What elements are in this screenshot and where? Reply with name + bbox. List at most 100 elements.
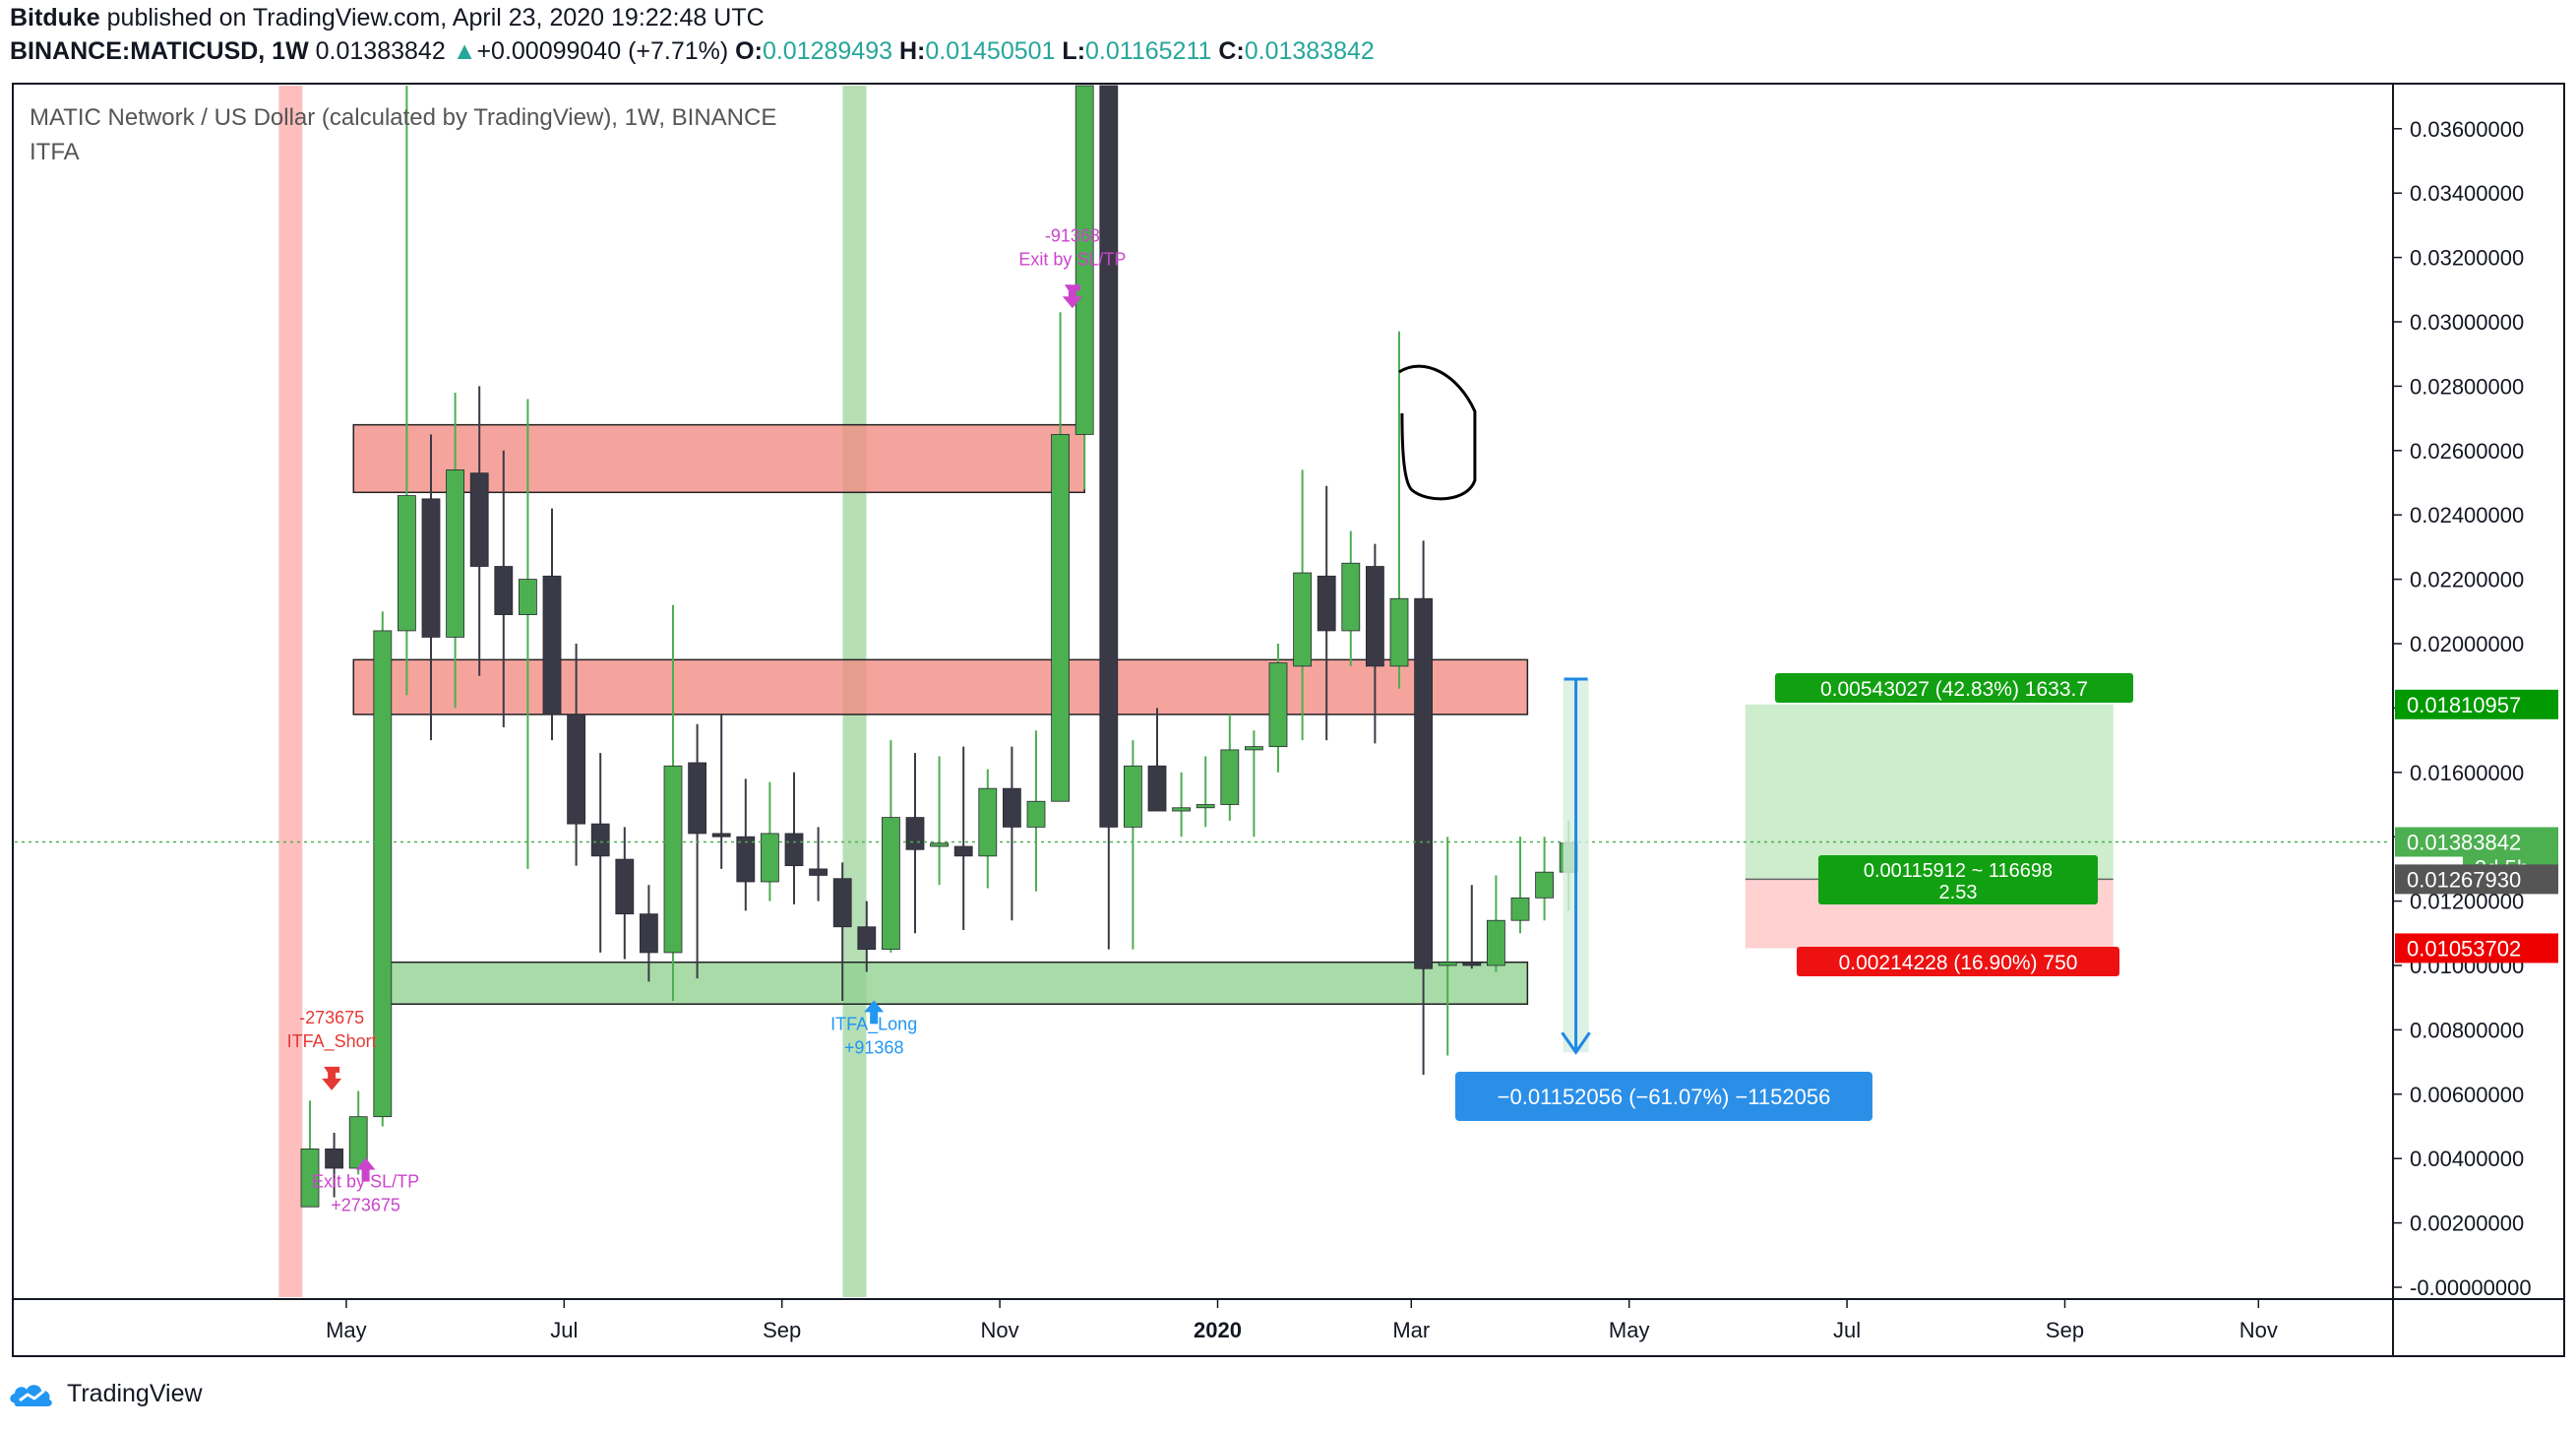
candle[interactable] bbox=[397, 86, 416, 696]
y-tick-label: -0.00000000 bbox=[2410, 1275, 2532, 1300]
candle[interactable] bbox=[663, 604, 683, 1001]
price-tag-label: 0.01267930 bbox=[2407, 867, 2521, 892]
candle[interactable] bbox=[615, 827, 635, 960]
candle[interactable] bbox=[1220, 714, 1240, 821]
candle-body bbox=[1317, 575, 1336, 632]
price-tag-label: 0.01810957 bbox=[2407, 693, 2521, 717]
candle-body bbox=[1220, 749, 1240, 805]
candle[interactable] bbox=[542, 508, 562, 741]
candle[interactable] bbox=[761, 781, 779, 901]
candle[interactable] bbox=[1341, 530, 1361, 666]
measure-label-box[interactable] bbox=[1455, 1072, 1872, 1121]
y-tick-label: 0.03600000 bbox=[2410, 117, 2524, 142]
candle[interactable] bbox=[421, 434, 441, 741]
signal-arrow-up-icon bbox=[355, 1157, 376, 1182]
candle[interactable] bbox=[1366, 543, 1384, 744]
candle[interactable] bbox=[930, 756, 949, 886]
candle[interactable] bbox=[1245, 730, 1263, 838]
candle[interactable] bbox=[1124, 740, 1142, 950]
candle[interactable] bbox=[1268, 644, 1288, 773]
candle[interactable] bbox=[1389, 331, 1409, 689]
candle[interactable] bbox=[640, 885, 658, 982]
candle[interactable] bbox=[1172, 772, 1191, 838]
position-info-line2: 2.53 bbox=[1939, 882, 1978, 903]
drawn-circle-annotation[interactable] bbox=[1398, 364, 1477, 501]
candle-body bbox=[1099, 85, 1119, 828]
tradingview-brand: TradingView bbox=[67, 1379, 203, 1407]
price-tag bbox=[2395, 933, 2558, 963]
candle[interactable] bbox=[905, 753, 925, 934]
candle[interactable] bbox=[1462, 885, 1482, 969]
candle-body bbox=[1535, 871, 1554, 899]
candle[interactable] bbox=[809, 827, 828, 901]
close-label: C: bbox=[1218, 37, 1245, 65]
candle[interactable] bbox=[832, 862, 852, 1001]
candle-body bbox=[1268, 662, 1288, 748]
candle[interactable] bbox=[1003, 746, 1021, 921]
y-tick-label: 0.00200000 bbox=[2410, 1212, 2524, 1236]
price-tag bbox=[2395, 864, 2558, 895]
candle[interactable] bbox=[882, 740, 900, 953]
candle-body bbox=[953, 845, 973, 857]
price-tag-label: 0.01383842 bbox=[2407, 830, 2521, 854]
candle[interactable] bbox=[1317, 485, 1336, 741]
red-resistance-zone-lower[interactable] bbox=[352, 658, 1529, 715]
x-tick-label: Sep bbox=[763, 1318, 801, 1342]
candle-body bbox=[1074, 85, 1094, 435]
publisher-rest: published on TradingView.com, April 23, … bbox=[99, 4, 765, 31]
signal-arrow-up-icon bbox=[864, 1000, 885, 1025]
candle[interactable] bbox=[325, 1133, 344, 1198]
candle[interactable] bbox=[469, 386, 489, 676]
candle[interactable] bbox=[446, 392, 465, 709]
target-label-box bbox=[1775, 673, 2133, 703]
candle-body bbox=[421, 498, 441, 638]
candle[interactable] bbox=[978, 769, 998, 889]
candle[interactable] bbox=[567, 644, 585, 866]
candle[interactable] bbox=[1535, 837, 1554, 921]
position-profit-area[interactable] bbox=[1745, 704, 2114, 880]
candle-body bbox=[761, 833, 779, 883]
candle[interactable] bbox=[1026, 730, 1046, 892]
candle[interactable] bbox=[688, 723, 706, 979]
candle[interactable] bbox=[1510, 837, 1530, 934]
itfa-short-label[interactable]: -273675 ITFA_Short bbox=[287, 1008, 377, 1090]
candle[interactable] bbox=[373, 611, 393, 1127]
candle[interactable] bbox=[1293, 469, 1312, 741]
candle[interactable] bbox=[348, 1090, 368, 1175]
itfa-long-label[interactable]: ITFA_Long +91368 bbox=[830, 1000, 917, 1057]
candle-body bbox=[784, 833, 804, 867]
candle[interactable] bbox=[1438, 837, 1457, 1056]
candle-body bbox=[1487, 919, 1505, 966]
green-support-zone[interactable] bbox=[389, 961, 1529, 1005]
candle[interactable] bbox=[953, 746, 973, 931]
candle[interactable] bbox=[711, 714, 731, 869]
candle[interactable] bbox=[736, 778, 756, 911]
measure-label: −0.01152056 (−61.07%) −1152056 bbox=[1498, 1085, 1831, 1109]
exit-label-long[interactable]: -91368 Exit by SL/TP bbox=[1018, 225, 1126, 309]
candle[interactable] bbox=[1196, 756, 1215, 828]
price-change: +0.00099040 (+7.71%) bbox=[476, 37, 729, 65]
candle[interactable] bbox=[300, 1100, 320, 1208]
candle[interactable] bbox=[494, 450, 514, 728]
candle[interactable] bbox=[857, 901, 877, 972]
candle[interactable] bbox=[1051, 312, 1070, 802]
candle[interactable] bbox=[1099, 85, 1119, 950]
high-value: 0.01450501 bbox=[925, 37, 1056, 65]
candle[interactable] bbox=[590, 753, 610, 953]
close-value: 0.01383842 bbox=[1244, 37, 1375, 65]
tradingview-footer[interactable]: TradingView bbox=[8, 1374, 203, 1413]
candle-body bbox=[494, 566, 514, 615]
y-tick-label: 0.02600000 bbox=[2410, 439, 2524, 464]
candle[interactable] bbox=[1414, 540, 1433, 1076]
signal-text: -273675 bbox=[299, 1008, 364, 1027]
candle[interactable] bbox=[784, 772, 804, 904]
candle-body bbox=[711, 833, 731, 838]
exit-label-short[interactable]: Exit by SL/TP+273675 bbox=[312, 1157, 419, 1215]
candle-body bbox=[1196, 804, 1215, 809]
candle[interactable] bbox=[1074, 85, 1094, 490]
candle[interactable] bbox=[519, 399, 537, 869]
candle[interactable] bbox=[1487, 875, 1505, 972]
candle[interactable] bbox=[1147, 708, 1167, 812]
candle-body bbox=[1414, 597, 1433, 969]
